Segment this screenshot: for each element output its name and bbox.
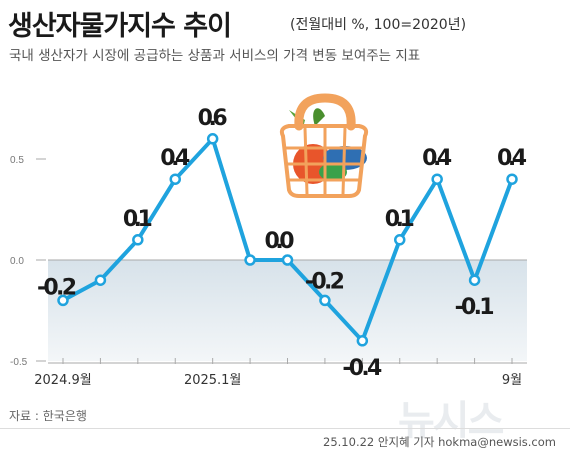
data-point — [431, 173, 443, 185]
chart-title: 생산자물가지수 추이 — [8, 11, 232, 42]
data-point — [506, 173, 518, 185]
watermark-logo: 뉴시스 — [398, 398, 504, 444]
data-label: -0.2 — [305, 269, 345, 294]
data-label: 0.4 — [422, 146, 452, 171]
source-note: 자료 : 한국은행 — [9, 409, 87, 423]
data-point — [394, 234, 406, 246]
data-point — [281, 254, 294, 266]
data-point — [468, 274, 481, 286]
shopping-basket-illustration — [279, 93, 369, 198]
data-label: -0.2 — [37, 275, 77, 300]
x-tick-label: 9월 — [502, 373, 522, 388]
data-label: 0.4 — [160, 146, 190, 171]
data-points — [57, 133, 518, 347]
byline: 25.10.22 안지혜 기자 hokma@newsis.com — [323, 435, 556, 449]
data-point — [94, 274, 107, 286]
x-tick-label: 2025.1월 — [184, 373, 241, 388]
data-point — [132, 234, 144, 246]
data-label: 0.1 — [385, 207, 415, 232]
data-point — [356, 335, 369, 347]
y-tick-label: 0.5 — [10, 155, 24, 166]
data-point — [169, 173, 181, 185]
data-labels: -0.2 0.1 0.4 0.6 0.0 -0.2 -0.4 0.1 0.4 -0.1 0.4 — [37, 106, 527, 381]
footer-divider — [0, 428, 570, 429]
data-point — [57, 294, 69, 307]
y-tick-label: 0.0 — [10, 256, 24, 267]
x-tick-label: 2024.9월 — [34, 373, 91, 388]
line-chart: 0.5 0.0 -0.5 2024.9월 2025.1월 9월 -0.2 0.1 0.4 0.… — [10, 93, 527, 388]
y-tick-label: -0.5 — [10, 357, 28, 368]
chart-subtitle: 국내 생산자가 시장에 공급하는 상품과 서비스의 가격 변동 보여주는 지표 — [9, 48, 421, 64]
data-point — [319, 294, 331, 307]
x-axis: 2024.9월 2025.1월 9월 — [34, 358, 527, 388]
data-label: 0.1 — [123, 207, 153, 232]
data-label: -0.1 — [455, 295, 495, 320]
data-point — [244, 254, 256, 266]
chart-unit-note: (전월대비 %, 100=2020년) — [290, 17, 467, 33]
data-label: 0.4 — [497, 146, 527, 171]
data-label: -0.4 — [342, 356, 382, 381]
data-label: 0.0 — [265, 229, 295, 254]
data-point — [206, 133, 219, 145]
negative-region-shading — [48, 260, 527, 361]
data-label: 0.6 — [198, 106, 228, 131]
